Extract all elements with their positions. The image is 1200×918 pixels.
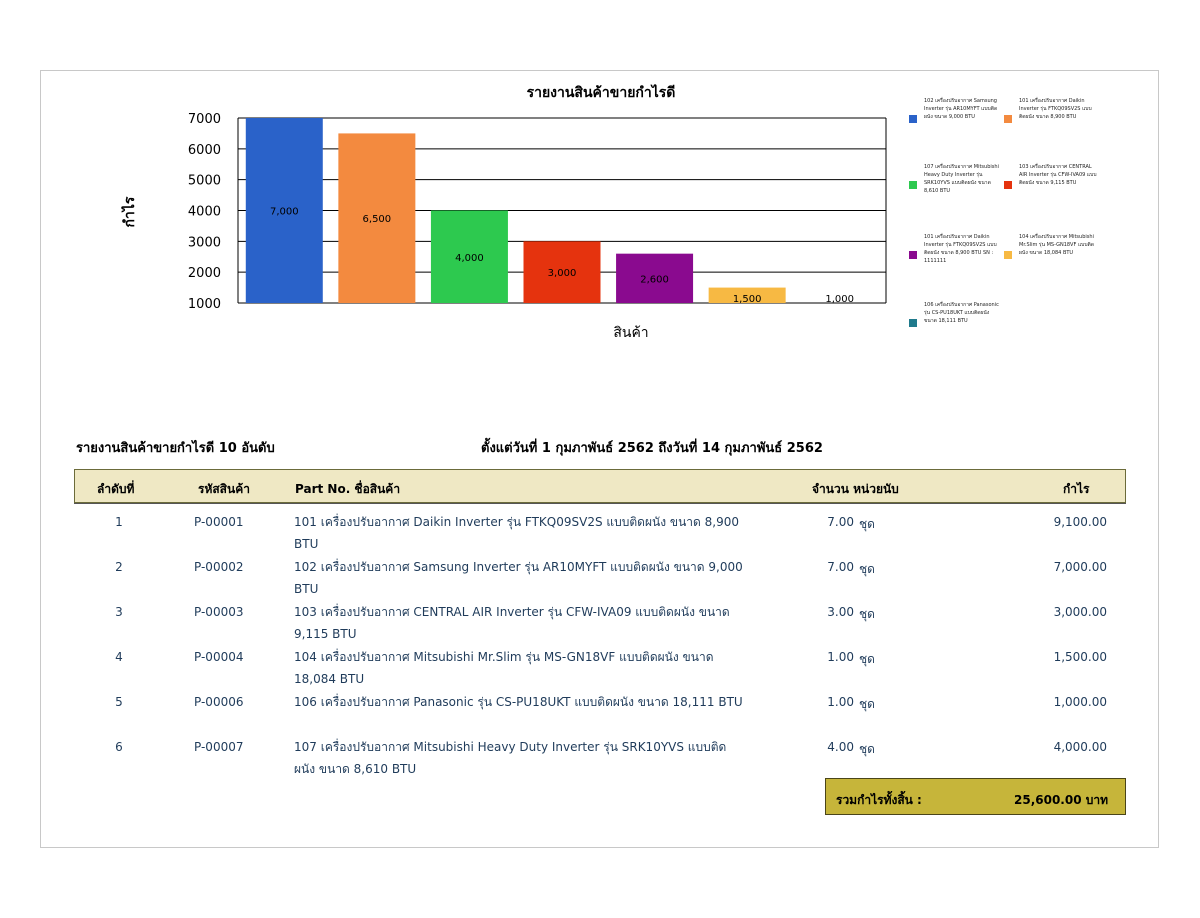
bar-data-label: 1,000 (825, 294, 854, 305)
total-box: รวมกำไรทั้งสิ้น : 25,600.00 บาท (825, 778, 1126, 815)
y-tick-label: 6000 (188, 143, 221, 158)
header-no: ลำดับที่ (97, 482, 135, 496)
cell-profit: 1,500.00 (1053, 650, 1107, 664)
report-title: รายงานสินค้าขายกำไรดี 10 อันดับ (76, 441, 275, 456)
legend-swatch (1004, 115, 1012, 123)
total-value: 25,600.00 บาท (1014, 793, 1109, 807)
table-header: ลำดับที่ รหัสสินค้า Part No. ชื่อสินค้า … (74, 469, 1126, 503)
legend-swatch (909, 181, 917, 189)
x-axis-label: สินค้า (613, 325, 648, 341)
cell-name: 104 เครื่องปรับอากาศ Mitsubishi Mr.Slim … (294, 650, 714, 686)
y-tick-label: 7000 (188, 112, 221, 127)
bar-data-label: 7,000 (270, 207, 299, 218)
table-row: 2 P-00002 102 เครื่องปรับอากาศ Samsung I… (74, 560, 1126, 604)
y-tick-label: 1000 (188, 297, 221, 312)
cell-unit: ชุด (859, 517, 875, 531)
legend-label: 104 เครื่องปรับอากาศ Mitsubishi Mr.Slim … (1019, 234, 1095, 256)
bar (616, 253, 694, 303)
legend-label: 103 เครื่องปรับอากาศ CENTRAL AIR Inverte… (1019, 164, 1097, 186)
cell-profit: 3,000.00 (1053, 605, 1107, 619)
header-code: รหัสสินค้า (198, 482, 250, 496)
cell-code: P-00006 (194, 695, 244, 709)
y-tick-label: 4000 (188, 205, 221, 220)
legend-label: 102 เครื่องปรับอากาศ Samsung Inverter รุ… (924, 98, 998, 120)
header-name: Part No. ชื่อสินค้า (295, 482, 401, 496)
bar-data-label: 6,500 (363, 214, 392, 225)
cell-unit: ชุด (859, 607, 875, 621)
table-row: 6 P-00007 107 เครื่องปรับอากาศ Mitsubish… (74, 740, 1126, 784)
table-row: 4 P-00004 104 เครื่องปรับอากาศ Mitsubish… (74, 650, 1126, 694)
cell-name: 106 เครื่องปรับอากาศ Panasonic รุ่น CS-P… (294, 695, 743, 709)
cell-code: P-00007 (194, 740, 244, 754)
cell-no: 6 (115, 740, 123, 754)
bar-data-label: 4,000 (455, 253, 484, 264)
cell-unit: ชุด (859, 697, 875, 711)
legend-swatch (1004, 251, 1012, 259)
cell-name: 102 เครื่องปรับอากาศ Samsung Inverter รุ… (294, 560, 743, 596)
chart-title: รายงานสินค้าขายกำไรดี (527, 83, 676, 101)
cell-no: 5 (115, 695, 123, 709)
cell-unit: ชุด (859, 562, 875, 576)
cell-name: 103 เครื่องปรับอากาศ CENTRAL AIR Inverte… (294, 605, 730, 641)
cell-qty: 4.00 (827, 740, 854, 754)
cell-qty: 1.00 (827, 650, 854, 664)
y-tick-label: 3000 (188, 235, 221, 250)
cell-code: P-00003 (194, 605, 244, 619)
legend-label: 101 เครื่องปรับอากาศ Daikin Inverter รุ่… (924, 234, 997, 264)
cell-name: 107 เครื่องปรับอากาศ Mitsubishi Heavy Du… (294, 740, 727, 776)
cell-name: 101 เครื่องปรับอากาศ Daikin Inverter รุ่… (294, 515, 739, 551)
legend-swatch (909, 115, 917, 123)
cell-no: 2 (115, 560, 123, 574)
bar-data-label: 1,500 (733, 294, 762, 305)
bar (245, 118, 323, 303)
cell-unit: ชุด (859, 652, 875, 666)
header-profit: กำไร (1063, 482, 1090, 496)
cell-code: P-00002 (194, 560, 244, 574)
legend-swatch (909, 251, 917, 259)
cell-qty: 7.00 (827, 515, 854, 529)
bar (708, 287, 786, 303)
cell-profit: 1,000.00 (1053, 695, 1107, 709)
table-row: 5 P-00006 106 เครื่องปรับอากาศ Panasonic… (74, 695, 1126, 739)
y-tick-label: 2000 (188, 266, 221, 281)
total-label: รวมกำไรทั้งสิ้น : (836, 793, 922, 807)
header-qty-unit: จำนวน หน่วยนับ (812, 482, 899, 496)
table-row: 3 P-00003 103 เครื่องปรับอากาศ CENTRAL A… (74, 605, 1126, 649)
cell-no: 4 (115, 650, 123, 664)
report-date-range: ตั้งแต่วันที่ 1 กุมภาพันธ์ 2562 ถึงวันที… (481, 441, 823, 456)
bar-data-label: 2,600 (640, 274, 669, 285)
legend-label: 106 เครื่องปรับอากาศ Panasonic รุ่น CS-P… (924, 302, 999, 324)
bar (430, 210, 508, 303)
cell-profit: 7,000.00 (1053, 560, 1107, 574)
table-divider (74, 503, 1126, 504)
cell-code: P-00001 (194, 515, 244, 529)
legend-label: 107 เครื่องปรับอากาศ Mitsubishi Heavy Du… (924, 164, 999, 194)
cell-code: P-00004 (194, 650, 244, 664)
cell-unit: ชุด (859, 742, 875, 756)
y-axis-label: กำไร (120, 196, 138, 227)
bar (523, 241, 601, 303)
profit-bar-chart: 7000 6000 5000 4000 3000 2000 1000 7,000 6,500 4,… (120, 83, 887, 341)
legend-swatch (1004, 181, 1012, 189)
report-page: 7000 6000 5000 4000 3000 2000 1000 7,000 6,500 4,… (40, 70, 1159, 848)
table-row: 1 P-00001 101 เครื่องปรับอากาศ Daikin In… (74, 515, 1126, 559)
bar-data-label: 3,000 (548, 268, 577, 279)
bar (338, 133, 416, 303)
legend-swatch (909, 319, 917, 327)
cell-profit: 4,000.00 (1053, 740, 1107, 754)
cell-qty: 1.00 (827, 695, 854, 709)
cell-qty: 3.00 (827, 605, 854, 619)
legend-label: 101 เครื่องปรับอากาศ Daikin Inverter รุ่… (1019, 98, 1092, 120)
y-tick-label: 5000 (188, 174, 221, 189)
cell-profit: 9,100.00 (1053, 515, 1107, 529)
cell-qty: 7.00 (827, 560, 854, 574)
cell-no: 3 (115, 605, 123, 619)
cell-no: 1 (115, 515, 123, 529)
